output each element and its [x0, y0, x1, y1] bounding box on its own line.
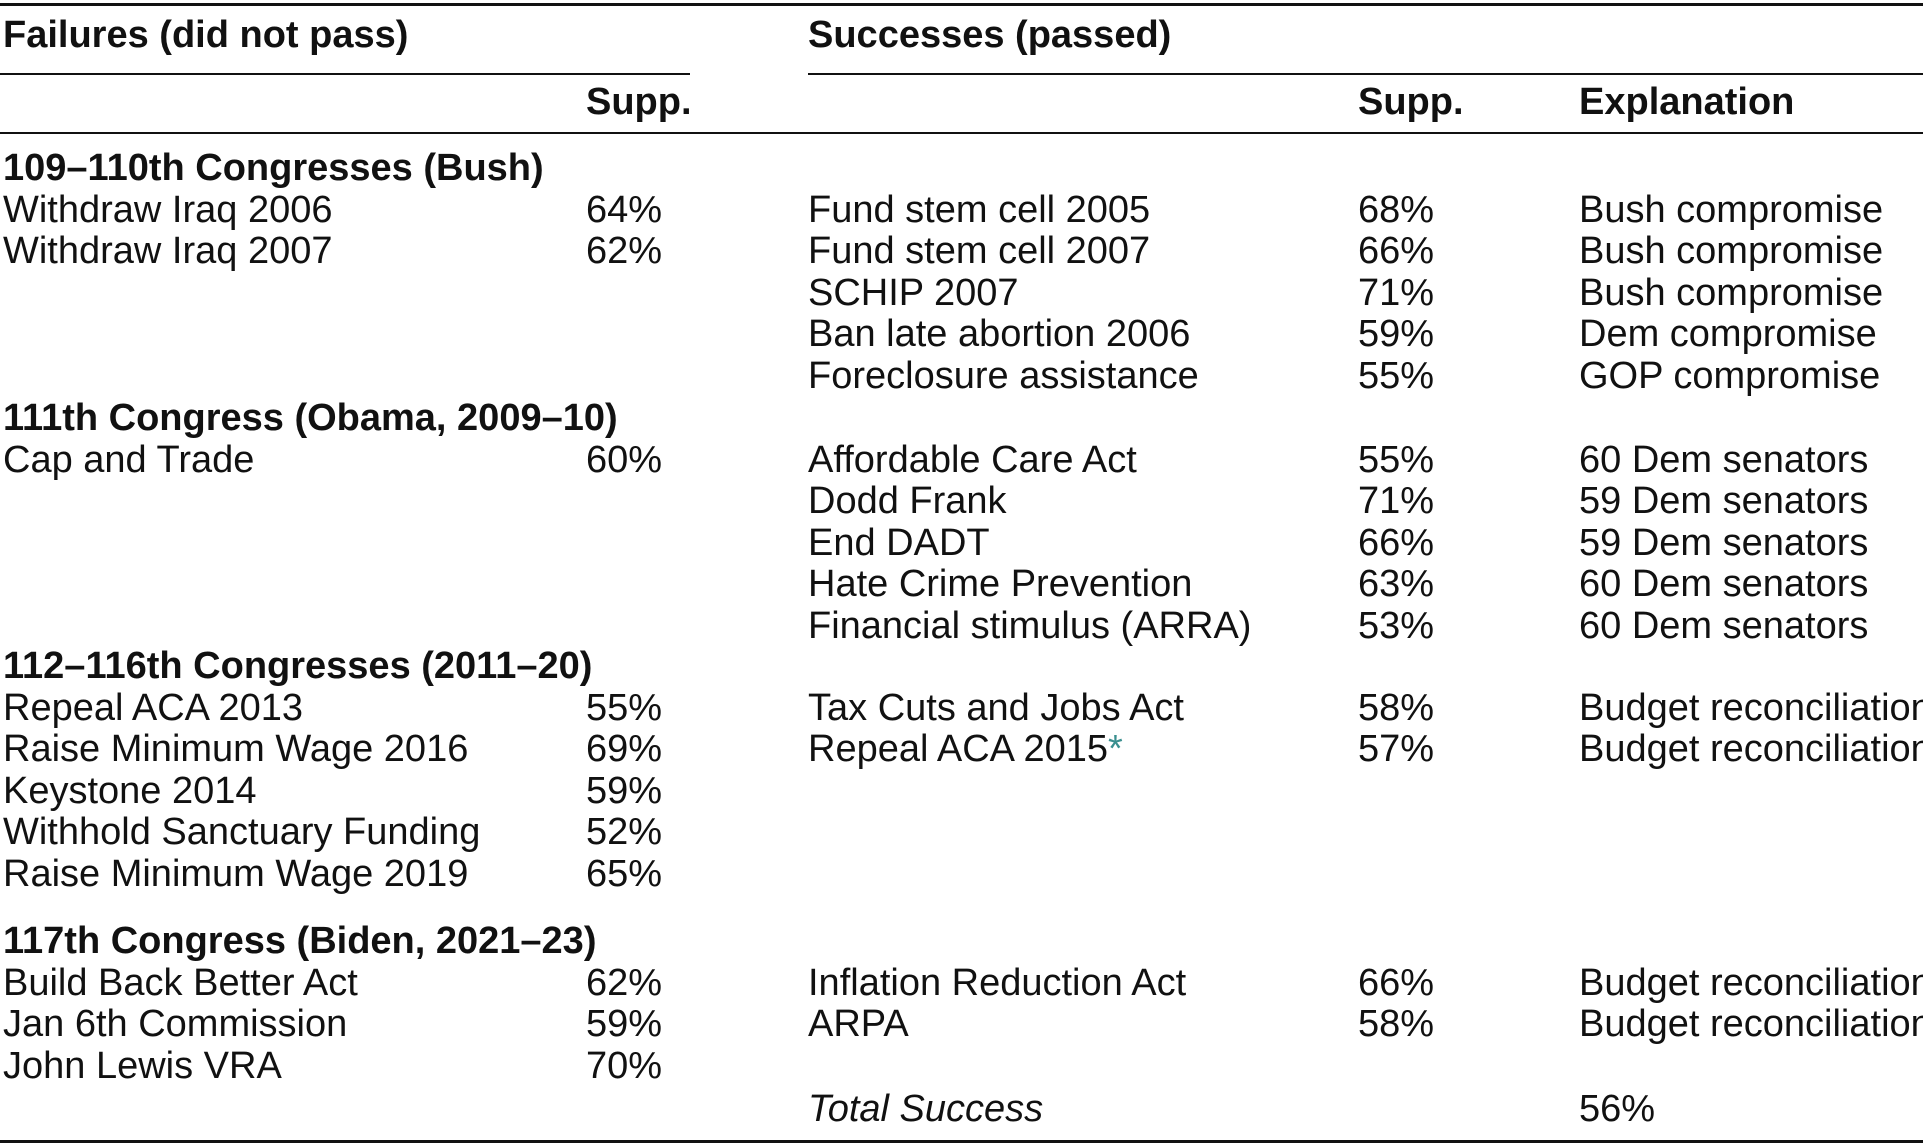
- success-name: Hate Crime Prevention: [808, 563, 1192, 605]
- success-supp: 63%: [1358, 563, 1435, 605]
- successes-supp-header: Supp.: [1358, 81, 1464, 123]
- group-title: 111th Congress (Obama, 2009–10): [3, 397, 618, 439]
- failure-supp: 62%: [586, 962, 663, 1004]
- failure-supp: 55%: [586, 687, 663, 729]
- group-title: 109–110th Congresses (Bush): [3, 147, 544, 189]
- success-explanation: Bush compromise: [1579, 272, 1884, 314]
- success-supp: 68%: [1358, 189, 1435, 231]
- success-supp: 53%: [1358, 605, 1435, 647]
- success-name: SCHIP 2007: [808, 272, 1019, 314]
- total-success-value: 56%: [1579, 1088, 1656, 1130]
- success-supp: 66%: [1358, 230, 1435, 272]
- success-name: Fund stem cell 2005: [808, 189, 1150, 231]
- failure-name: Withhold Sanctuary Funding: [3, 811, 481, 853]
- top-rule: [0, 3, 1923, 6]
- failure-supp: 70%: [586, 1045, 663, 1087]
- explanation-header: Explanation: [1579, 81, 1795, 123]
- success-supp: 58%: [1358, 1003, 1435, 1045]
- success-supp: 66%: [1358, 522, 1435, 564]
- success-name: Ban late abortion 2006: [808, 313, 1190, 355]
- failure-name: Raise Minimum Wage 2019: [3, 853, 469, 895]
- success-name-text: Foreclosure assistance: [808, 355, 1199, 397]
- failure-supp: 62%: [586, 230, 663, 272]
- success-explanation: Budget reconciliation: [1579, 687, 1923, 729]
- success-name-text: Dodd Frank: [808, 480, 1007, 522]
- failure-name: Withdraw Iraq 2007: [3, 230, 333, 272]
- failure-supp: 59%: [586, 1003, 663, 1045]
- success-name: End DADT: [808, 522, 990, 564]
- failures-supp-header: Supp.: [586, 81, 692, 123]
- success-explanation: 60 Dem senators: [1579, 439, 1869, 481]
- success-name: Tax Cuts and Jobs Act: [808, 687, 1184, 729]
- success-explanation: Budget reconciliation: [1579, 728, 1923, 770]
- success-supp: 55%: [1358, 439, 1435, 481]
- success-explanation: Bush compromise: [1579, 230, 1884, 272]
- footnote-asterisk: *: [1108, 728, 1123, 770]
- success-supp: 58%: [1358, 687, 1435, 729]
- success-name-text: Financial stimulus (ARRA): [808, 605, 1252, 647]
- success-name-text: Fund stem cell 2005: [808, 189, 1151, 231]
- total-success-label: Total Success: [808, 1088, 1044, 1130]
- success-name: Inflation Reduction Act: [808, 962, 1186, 1004]
- group-title: 112–116th Congresses (2011–20): [3, 645, 593, 687]
- success-name: Dodd Frank: [808, 480, 1007, 522]
- failure-name: Repeal ACA 2013: [3, 687, 304, 729]
- failure-supp: 64%: [586, 189, 663, 231]
- success-supp: 71%: [1358, 480, 1435, 522]
- success-name-text: ARPA: [808, 1003, 909, 1045]
- column-header-rule: [0, 132, 1923, 134]
- success-name: Affordable Care Act: [808, 439, 1137, 481]
- success-explanation: Budget reconciliation: [1579, 1003, 1923, 1045]
- success-explanation: Bush compromise: [1579, 189, 1884, 231]
- success-name-text: Tax Cuts and Jobs Act: [808, 687, 1184, 729]
- failure-supp: 65%: [586, 853, 663, 895]
- bottom-rule: [0, 1140, 1923, 1143]
- failures-header: Failures (did not pass): [3, 14, 409, 56]
- success-explanation: GOP compromise: [1579, 355, 1881, 397]
- successes-header: Successes (passed): [808, 14, 1172, 56]
- failure-name: Build Back Better Act: [3, 962, 358, 1004]
- failure-name: Jan 6th Commission: [3, 1003, 348, 1045]
- success-explanation: 59 Dem senators: [1579, 480, 1869, 522]
- failure-name: Cap and Trade: [3, 439, 255, 481]
- success-name: Repeal ACA 2015*: [808, 728, 1123, 770]
- failure-name: Withdraw Iraq 2006: [3, 189, 333, 231]
- failure-name: Raise Minimum Wage 2016: [3, 728, 469, 770]
- group-title: 117th Congress (Biden, 2021–23): [3, 920, 597, 962]
- success-supp: 71%: [1358, 272, 1435, 314]
- success-explanation: 60 Dem senators: [1579, 605, 1869, 647]
- success-name-text: End DADT: [808, 522, 990, 564]
- failures-header-rule: [0, 73, 690, 75]
- success-name-text: Ban late abortion 2006: [808, 313, 1191, 355]
- success-supp: 59%: [1358, 313, 1435, 355]
- failure-supp: 60%: [586, 439, 663, 481]
- success-explanation: 59 Dem senators: [1579, 522, 1869, 564]
- failure-name: Keystone 2014: [3, 770, 257, 812]
- failure-supp: 69%: [586, 728, 663, 770]
- success-name: ARPA: [808, 1003, 909, 1045]
- failure-supp: 59%: [586, 770, 663, 812]
- success-name-text: Fund stem cell 2007: [808, 230, 1151, 272]
- success-supp: 57%: [1358, 728, 1435, 770]
- success-name-text: Inflation Reduction Act: [808, 962, 1187, 1004]
- failure-name: John Lewis VRA: [3, 1045, 282, 1087]
- failure-supp: 52%: [586, 811, 663, 853]
- success-name: Financial stimulus (ARRA): [808, 605, 1251, 647]
- success-supp: 55%: [1358, 355, 1435, 397]
- success-supp: 66%: [1358, 962, 1435, 1004]
- success-name: Fund stem cell 2007: [808, 230, 1150, 272]
- success-name-text: Affordable Care Act: [808, 439, 1137, 481]
- success-explanation: Budget reconciliation: [1579, 962, 1923, 1004]
- success-name-text: SCHIP 2007: [808, 272, 1019, 314]
- success-explanation: 60 Dem senators: [1579, 563, 1869, 605]
- success-explanation: Dem compromise: [1579, 313, 1877, 355]
- success-name-text: Repeal ACA 2015: [808, 728, 1109, 770]
- success-name-text: Hate Crime Prevention: [808, 563, 1193, 605]
- success-name: Foreclosure assistance: [808, 355, 1199, 397]
- successes-header-rule: [808, 73, 1923, 75]
